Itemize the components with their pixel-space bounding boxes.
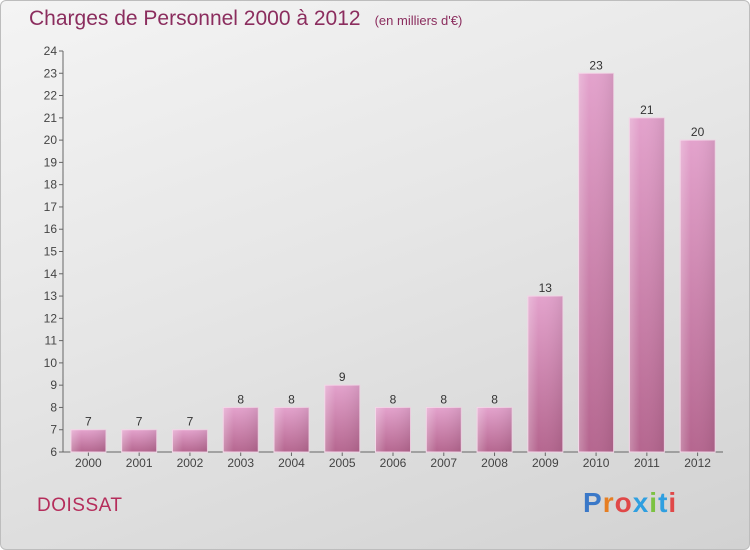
- x-tick-label: 2007: [430, 456, 457, 470]
- y-tick-label: 14: [44, 267, 58, 281]
- data-label: 20: [691, 125, 705, 139]
- x-tick-label: 2010: [583, 456, 610, 470]
- bar-shine: [223, 407, 259, 452]
- proxiti-logo: Proxiti: [583, 487, 677, 519]
- y-tick-label: 6: [50, 445, 57, 459]
- commune-name: DOISSAT: [37, 495, 123, 516]
- logo-letter: P: [583, 487, 603, 518]
- bar-shine: [70, 429, 106, 452]
- data-labels: 7 7 7 8 8 9 8 8 8 13 23 21 20: [85, 58, 705, 428]
- x-tick-label: 2009: [532, 456, 559, 470]
- y-tick-label: 21: [44, 111, 58, 125]
- data-label: 8: [440, 392, 447, 406]
- x-tick-label: 2011: [634, 456, 660, 470]
- x-tick-label: 2002: [177, 456, 204, 470]
- y-tick-label: 12: [44, 311, 58, 325]
- x-axis: 2000 2001 2002 2003 2004 2005 2006 2007 2008 2009…: [63, 451, 723, 470]
- chart-subtitle: (en milliers d'€): [374, 13, 463, 28]
- y-tick-label: 19: [44, 155, 58, 169]
- y-tick-label: 18: [44, 178, 58, 192]
- bar-shine: [426, 407, 462, 452]
- chart-title: Charges de Personnel 2000 à 2012 (en mill…: [29, 7, 462, 31]
- logo-letter: i: [668, 487, 678, 518]
- y-tick-label: 24: [44, 44, 58, 58]
- y-tick-label: 9: [50, 378, 57, 392]
- x-tick-label: 2001: [126, 456, 153, 470]
- logo-letter: r: [602, 487, 615, 518]
- y-tick-label: 20: [44, 133, 58, 147]
- x-tick-label: 2000: [75, 456, 102, 470]
- data-label: 8: [491, 392, 498, 406]
- bar-shine: [578, 73, 614, 453]
- bar-shine: [477, 407, 513, 452]
- data-label: 13: [539, 281, 553, 295]
- data-label: 8: [288, 392, 295, 406]
- bar-shine: [121, 429, 157, 452]
- y-tick-label: 16: [44, 222, 58, 236]
- logo-letter: i: [649, 487, 659, 518]
- y-tick-label: 7: [50, 423, 57, 437]
- data-label: 7: [85, 415, 92, 429]
- x-tick-label: 2006: [380, 456, 407, 470]
- data-label: 23: [589, 58, 603, 72]
- bar-shine: [273, 407, 309, 452]
- y-tick-label: 8: [50, 400, 57, 414]
- y-tick-label: 17: [44, 200, 58, 214]
- data-label: 8: [390, 392, 397, 406]
- y-tick-label: 11: [45, 334, 58, 348]
- bar-shine: [629, 117, 665, 452]
- y-tick-label: 23: [44, 66, 58, 80]
- logo-letter: t: [658, 487, 669, 518]
- data-label: 7: [136, 415, 143, 429]
- bar-shine: [375, 407, 411, 452]
- data-label: 7: [187, 415, 194, 429]
- bars: [70, 72, 716, 453]
- logo-letter: o: [614, 487, 633, 518]
- bar-shine: [680, 140, 716, 452]
- y-tick-label: 10: [44, 356, 58, 370]
- bar-shine: [527, 296, 563, 452]
- data-label: 9: [339, 370, 346, 384]
- x-tick-label: 2008: [481, 456, 508, 470]
- y-axis: 6 7 8 9 10 11 12 13 14 15 16 17 18 19 20 21 22 23 24: [44, 44, 64, 459]
- y-tick-label: 13: [44, 289, 58, 303]
- x-tick-label: 2003: [227, 456, 254, 470]
- data-label: 8: [237, 392, 244, 406]
- chart-title-text: Charges de Personnel 2000 à 2012: [29, 7, 361, 30]
- x-tick-label: 2005: [329, 456, 356, 470]
- x-tick-label: 2004: [278, 456, 305, 470]
- bar-shine: [324, 385, 360, 452]
- bar-shine: [172, 429, 208, 452]
- data-label: 21: [640, 103, 654, 117]
- y-tick-label: 22: [44, 89, 58, 103]
- x-tick-label: 2012: [684, 456, 711, 470]
- y-tick-label: 15: [44, 245, 58, 259]
- logo-letter: x: [632, 487, 650, 518]
